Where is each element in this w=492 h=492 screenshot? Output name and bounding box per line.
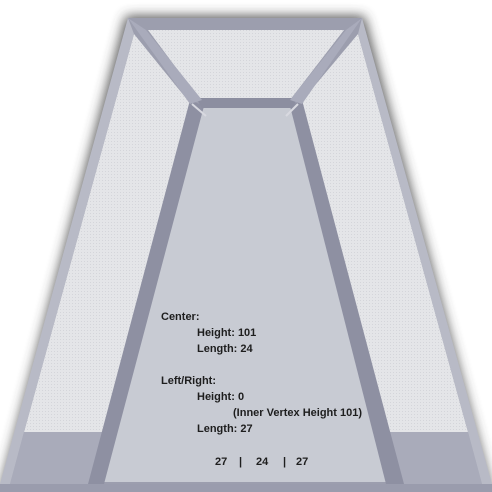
left-right-heading: Left/Right:: [161, 375, 216, 387]
summary-separator-2: |: [283, 456, 287, 468]
summary-center: 24: [256, 456, 269, 468]
center-length: Length: 24: [197, 343, 253, 355]
right-ceiling-beam: [290, 18, 362, 104]
far-top-edge: [196, 98, 298, 108]
summary-left: 27: [215, 456, 228, 468]
right-floor-edge: [290, 100, 404, 484]
center-heading: Center:: [161, 311, 200, 323]
left-ceiling-beam: [128, 18, 202, 104]
ceiling-panel: [148, 30, 344, 100]
left-outer-edge: [0, 18, 134, 484]
left-right-length: Length: 27: [197, 423, 253, 435]
summary-right: 27: [296, 456, 309, 468]
bottom-edge: [0, 484, 492, 492]
right-wall-panel: [296, 34, 468, 432]
left-wall-base: [10, 432, 104, 484]
right-wall-base: [386, 432, 482, 484]
inner-vertex-height: (Inner Vertex Height 101): [233, 407, 362, 419]
summary-separator-1: |: [239, 456, 243, 468]
center-height: Height: 101: [197, 327, 257, 339]
left-floor-edge: [88, 100, 204, 484]
right-far-corner: [285, 103, 299, 117]
right-outer-edge: [358, 18, 492, 484]
left-wall-panel: [24, 34, 194, 432]
corridor-floor: [96, 106, 396, 482]
left-far-corner: [191, 103, 207, 117]
left-right-height: Height: 0: [197, 391, 245, 403]
